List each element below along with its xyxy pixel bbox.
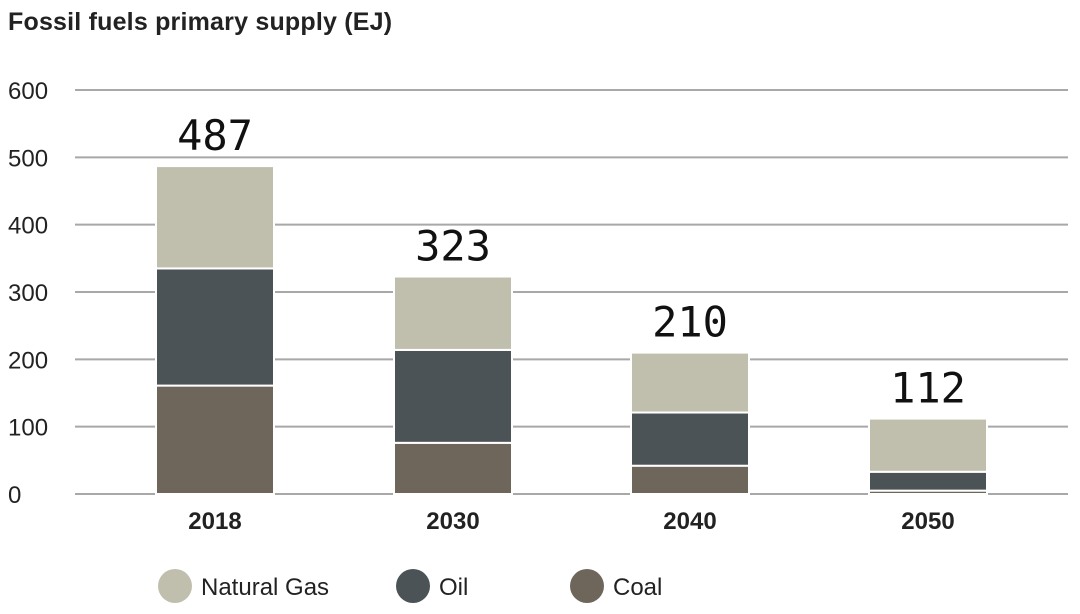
x-axis-ticks: 2018 2030 2040 2050 xyxy=(188,508,954,535)
bar-segment-oil xyxy=(868,470,988,492)
x-tick-label: 2018 xyxy=(188,508,241,535)
y-tick-label: 100 xyxy=(8,415,48,442)
bar-segment-natural-gas xyxy=(868,417,988,473)
bar-segment-natural-gas xyxy=(393,275,513,351)
y-axis-ticks: 0 100 200 300 400 500 600 xyxy=(8,78,48,509)
y-tick-label: 500 xyxy=(8,145,48,172)
x-tick-label: 2050 xyxy=(901,508,954,535)
x-tick-label: 2030 xyxy=(426,508,479,535)
bars xyxy=(155,165,988,496)
y-tick-label: 200 xyxy=(8,347,48,374)
x-tick-label: 2040 xyxy=(663,508,716,535)
legend-label: Coal xyxy=(613,574,662,601)
bar-segment-coal xyxy=(393,441,513,495)
total-label: 112 xyxy=(890,364,966,413)
bar-segment-oil xyxy=(630,411,750,467)
legend-swatch-coal xyxy=(570,569,604,603)
legend-label: Natural Gas xyxy=(201,574,329,601)
bar-segment-coal xyxy=(630,464,750,496)
legend-label: Oil xyxy=(439,574,468,601)
bar-segment-coal xyxy=(155,384,275,495)
y-tick-label: 400 xyxy=(8,213,48,240)
total-label: 210 xyxy=(652,298,728,347)
total-label: 487 xyxy=(177,111,253,160)
bar-segment-natural-gas xyxy=(155,165,275,270)
total-label: 323 xyxy=(415,222,491,271)
y-tick-label: 600 xyxy=(8,78,48,105)
bar-segment-oil xyxy=(155,267,275,387)
y-tick-label: 300 xyxy=(8,280,48,307)
legend: Natural Gas Oil Coal xyxy=(158,569,662,603)
bar-segment-oil xyxy=(393,348,513,444)
y-tick-label: 0 xyxy=(8,482,21,509)
bar-segment-natural-gas xyxy=(630,351,750,414)
total-labels: 487 323 210 112 xyxy=(177,111,966,413)
legend-swatch-oil xyxy=(396,569,430,603)
legend-swatch-natural-gas xyxy=(158,569,192,603)
chart-title: Fossil fuels primary supply (EJ) xyxy=(8,8,393,36)
